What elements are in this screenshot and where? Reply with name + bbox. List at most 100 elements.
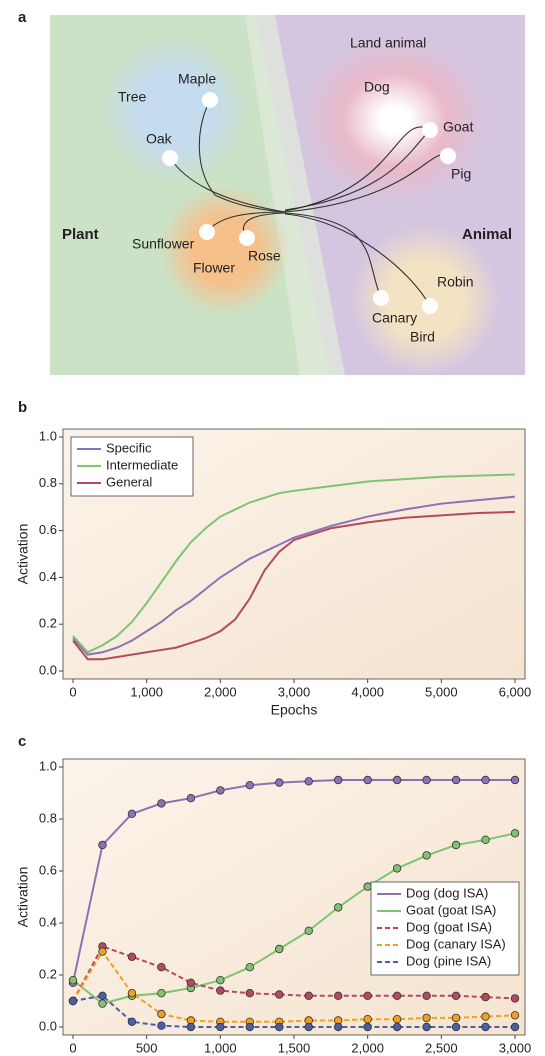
marker [422, 991, 431, 1000]
series-line [72, 994, 515, 1028]
legend-label: Dog (canary ISA) [406, 936, 506, 951]
marker [304, 1022, 313, 1032]
marker [216, 786, 225, 795]
marker [68, 976, 78, 985]
series-line [72, 945, 516, 1002]
marker [510, 775, 520, 785]
marker [363, 1022, 372, 1032]
y-tick-label: 0.4 [39, 914, 57, 929]
marker [392, 1015, 402, 1024]
marker [98, 999, 107, 1008]
y-tick-label: 1.0 [39, 758, 57, 773]
marker [392, 864, 402, 873]
x-tick-label: 1,500 [278, 1040, 311, 1055]
y-tick-label: 0.2 [39, 966, 57, 981]
marker [245, 781, 254, 790]
x-tick-label: 2,000 [204, 684, 237, 699]
marker [334, 991, 343, 1000]
marker [422, 851, 431, 860]
y-axis-label: Activation [15, 867, 31, 928]
marker [392, 991, 402, 1000]
panel-a: a Plant Animal Land animal Tree Maple Oa… [18, 9, 525, 375]
series-line [72, 473, 516, 654]
y-tick-label: 0.2 [39, 616, 57, 631]
marker [186, 794, 196, 803]
marker [98, 991, 107, 1000]
marker [157, 799, 166, 808]
marker [127, 989, 137, 998]
x-tick-label: 1,000 [130, 684, 163, 699]
y-tick-label: 0.6 [39, 862, 57, 877]
marker [216, 986, 225, 995]
x-tick-label: 3,000 [499, 1040, 532, 1055]
y-tick-label: 0.0 [39, 1018, 57, 1033]
marker [451, 991, 461, 1000]
marker [157, 1021, 166, 1030]
marker [451, 1022, 461, 1032]
marker [451, 840, 461, 850]
marker [157, 989, 166, 998]
label: Dog [364, 79, 390, 95]
marker [481, 1022, 490, 1032]
label: Bird [410, 329, 435, 345]
marker [451, 775, 461, 785]
marker [451, 1013, 461, 1023]
panel-label: a [18, 9, 27, 26]
marker [363, 882, 372, 891]
series-line [72, 495, 516, 656]
marker [422, 1022, 431, 1032]
x-tick-label: 500 [136, 1040, 158, 1055]
legend-label: Intermediate [106, 457, 178, 472]
x-tick-label: 0 [69, 1040, 76, 1055]
marker [98, 947, 107, 956]
marker [68, 996, 78, 1006]
marker [304, 777, 313, 786]
label: Land animal [350, 35, 426, 51]
marker [245, 989, 254, 998]
marker [216, 976, 225, 985]
label: Rose [248, 248, 281, 264]
legend-label: General [106, 474, 152, 489]
label: Goat [443, 119, 473, 135]
label: Pig [451, 166, 471, 182]
marker [510, 1011, 520, 1020]
marker [392, 1022, 402, 1032]
marker [127, 809, 137, 818]
marker [481, 1012, 490, 1021]
marker [334, 775, 343, 785]
y-tick-label: 0.8 [39, 475, 57, 490]
marker [481, 835, 490, 844]
marker [245, 1022, 254, 1032]
label: Plant [62, 226, 99, 243]
marker [275, 778, 284, 787]
marker [481, 775, 490, 785]
y-axis-label: Activation [15, 524, 31, 585]
y-tick-label: 0.8 [39, 810, 57, 825]
legend-label: Goat (goat ISA) [406, 902, 496, 917]
marker [363, 775, 372, 785]
label: Robin [437, 274, 474, 290]
panel-label: b [18, 399, 27, 416]
marker [363, 1015, 372, 1024]
x-tick-label: 1,000 [204, 1040, 237, 1055]
marker [510, 994, 520, 1003]
x-tick-label: 2,000 [351, 1040, 384, 1055]
y-tick-label: 1.0 [39, 428, 57, 443]
marker [304, 926, 313, 935]
marker [127, 1017, 137, 1026]
x-tick-label: 6,000 [499, 684, 532, 699]
label: Sunflower [132, 236, 195, 252]
marker [98, 840, 107, 850]
marker [334, 903, 343, 912]
legend-label: Dog (dog ISA) [406, 885, 488, 900]
marker [510, 1022, 520, 1032]
legend-label: Dog (goat ISA) [406, 919, 492, 934]
label: Maple [178, 71, 216, 87]
marker [186, 1022, 196, 1032]
marker [216, 1022, 225, 1032]
marker [481, 992, 490, 1002]
panel-label: c [18, 733, 26, 750]
x-tick-label: 0 [69, 684, 76, 699]
y-tick-label: 0.0 [39, 662, 57, 677]
